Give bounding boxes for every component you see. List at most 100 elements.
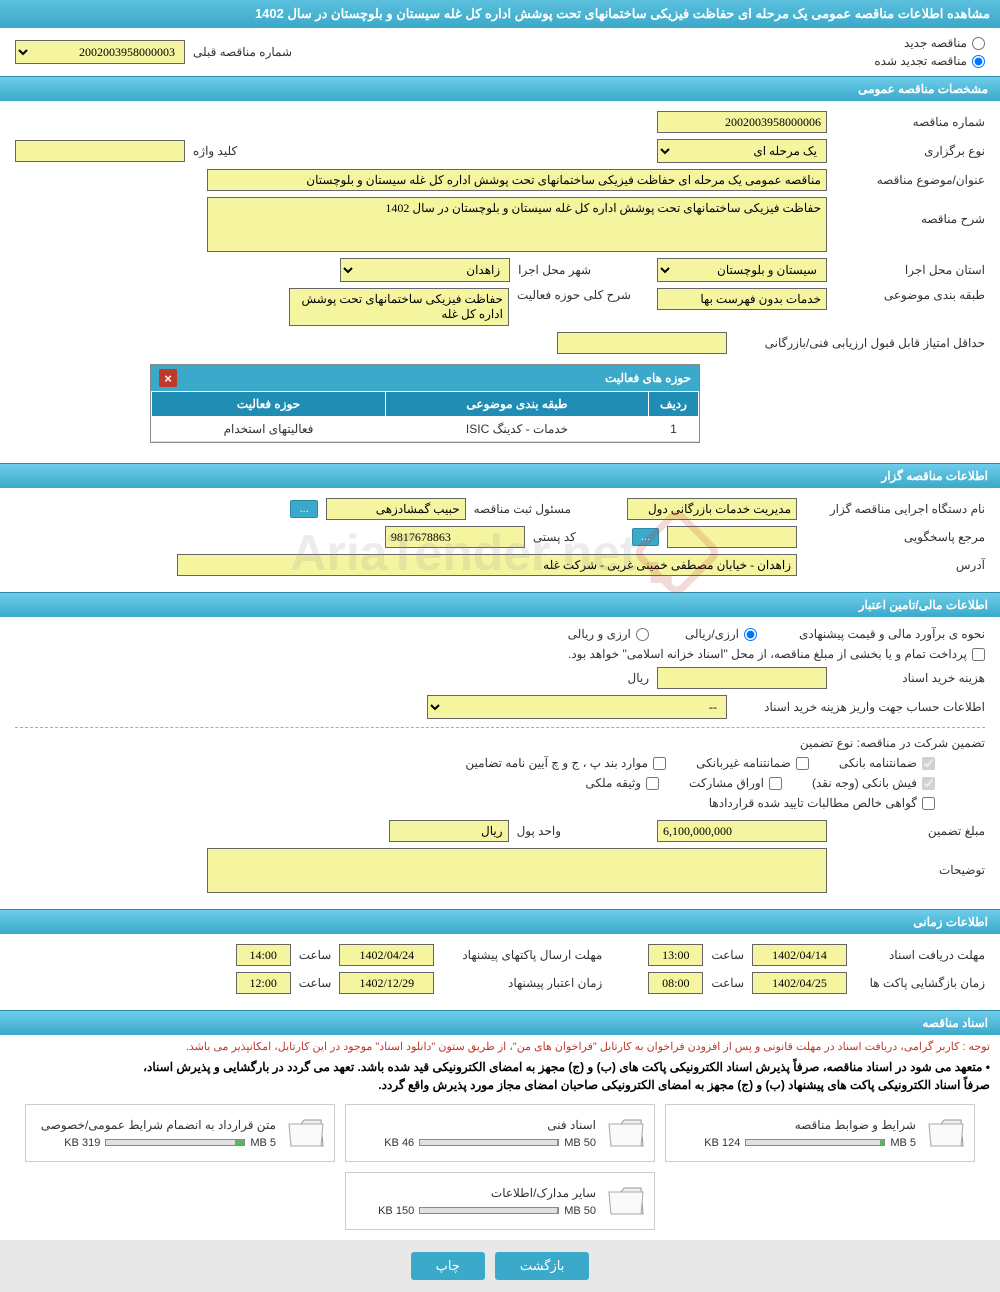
- radio-new[interactable]: مناقصه جدید: [874, 36, 985, 50]
- notice1: • متعهد می شود در اسناد مناقصه، صرفاً پذ…: [0, 1058, 1000, 1076]
- address-input[interactable]: [177, 554, 797, 576]
- print-button[interactable]: چاپ: [411, 1252, 485, 1280]
- validity-date[interactable]: [339, 972, 434, 994]
- check-cash[interactable]: فیش بانکی (وجه نقد): [812, 776, 935, 790]
- postal-label: کد پستی: [533, 530, 576, 544]
- radio-renewed[interactable]: مناقصه تجدید شده: [874, 54, 985, 68]
- notes-textarea[interactable]: [207, 848, 827, 893]
- doc-item[interactable]: سایر مدارک/اطلاعات 50 MB 150 KB: [345, 1172, 655, 1230]
- amount-input[interactable]: [657, 820, 827, 842]
- notice2: صرفاً اسناد الکترونیکی پاکت های پیشنهاد …: [0, 1076, 1000, 1094]
- doc-grid: شرایط و ضوابط مناقصه 5 MB 124 KB اسناد ف…: [0, 1094, 1000, 1240]
- doc-size: 46 KB: [384, 1137, 414, 1149]
- account-select[interactable]: --: [427, 695, 727, 719]
- notes-label: توضیحات: [835, 848, 985, 877]
- category-input[interactable]: [657, 288, 827, 310]
- city-label: شهر محل اجرا: [518, 263, 591, 277]
- treasury-check[interactable]: پرداخت تمام و یا بخشی از مبلغ مناقصه، از…: [568, 647, 985, 661]
- back-button[interactable]: بازگشت: [495, 1252, 589, 1280]
- doc-title: سایر مدارک/اطلاعات: [354, 1186, 596, 1200]
- folder-icon: [926, 1113, 966, 1153]
- radio-renewed-input[interactable]: [972, 55, 985, 68]
- amount-label: مبلغ تضمین: [835, 824, 985, 838]
- doc-item[interactable]: شرایط و ضوابط مناقصه 5 MB 124 KB: [665, 1104, 975, 1162]
- prev-tender-label: شماره مناقصه قبلی: [193, 45, 292, 59]
- doccost-input[interactable]: [657, 667, 827, 689]
- currency-radio2[interactable]: ارزی و ریالی: [568, 627, 649, 641]
- doc-progress: [105, 1139, 245, 1146]
- doc-title: شرایط و ضوابط مناقصه: [674, 1118, 916, 1132]
- open-date[interactable]: [752, 972, 847, 994]
- section-holder-header: اطلاعات مناقصه گزار: [0, 463, 1000, 488]
- activity-table: ردیف طبقه بندی موضوعی حوزه فعالیت 1 خدما…: [151, 391, 699, 442]
- radio-renewed-label: مناقصه تجدید شده: [874, 54, 967, 68]
- currency-radio1[interactable]: ارزی/ریالی: [685, 627, 757, 641]
- validity-time[interactable]: [236, 972, 291, 994]
- doc-item[interactable]: اسناد فنی 50 MB 46 KB: [345, 1104, 655, 1162]
- doc-progress: [745, 1139, 885, 1146]
- open-time[interactable]: [648, 972, 703, 994]
- title-label: عنوان/موضوع مناقصه: [835, 173, 985, 187]
- submit-date[interactable]: [339, 944, 434, 966]
- check-nonbank[interactable]: ضمانتنامه غیربانکی: [696, 756, 809, 770]
- tender-type-section: مناقصه جدید مناقصه تجدید شده شماره مناقص…: [0, 28, 1000, 76]
- guarantee-label: تضمین شرکت در مناقصه: نوع تضمین: [785, 736, 985, 750]
- receive-time[interactable]: [648, 944, 703, 966]
- reg-input[interactable]: [326, 498, 466, 520]
- responder-label: مرجع پاسخگویی: [805, 530, 985, 544]
- radio-new-label: مناقصه جدید: [904, 36, 967, 50]
- address-label: آدرس: [805, 558, 985, 572]
- minscore-input[interactable]: [557, 332, 727, 354]
- title-input[interactable]: [207, 169, 827, 191]
- doccost-label: هزینه خرید اسناد: [835, 671, 985, 685]
- doc-size: 319 KB: [64, 1137, 100, 1149]
- type-select[interactable]: یک مرحله ای: [657, 139, 827, 163]
- desc-textarea[interactable]: حفاظت فیزیکی ساختمانهای تحت پوشش اداره ک…: [207, 197, 827, 252]
- scope-textarea[interactable]: حفاظت فیزیکی ساختمانهای تحت پوشش اداره ک…: [289, 288, 509, 326]
- doc-max: 5 MB: [250, 1137, 276, 1149]
- responder-more-button[interactable]: ...: [632, 528, 659, 546]
- doc-max: 5 MB: [890, 1137, 916, 1149]
- footer-buttons: بازگشت چاپ: [0, 1240, 1000, 1292]
- reg-more-button[interactable]: ...: [290, 500, 317, 518]
- section-financial-body: نحوه ی برآورد مالی و قیمت پیشنهادی ارزی/…: [0, 617, 1000, 909]
- check-bonds[interactable]: اوراق مشارکت: [689, 776, 782, 790]
- unit-label: واحد پول: [517, 824, 561, 838]
- table-row: 1 خدمات - کدینگ ISIC فعالیتهای استخدام: [152, 417, 699, 442]
- activity-table-container: حوزه های فعالیت × ردیف طبقه بندی موضوعی …: [150, 364, 700, 443]
- rial-label: ریال: [627, 671, 649, 685]
- responder-input[interactable]: [667, 526, 797, 548]
- desc-label: شرح مناقصه: [835, 197, 985, 226]
- radio-new-input[interactable]: [972, 37, 985, 50]
- check-property[interactable]: وثیقه ملکی: [585, 776, 659, 790]
- check-regulation[interactable]: موارد بند پ ، ج و چ آیین نامه تضامین: [465, 756, 666, 770]
- province-select[interactable]: سیستان و بلوچستان: [657, 258, 827, 282]
- submit-time[interactable]: [236, 944, 291, 966]
- exec-input[interactable]: [627, 498, 797, 520]
- doc-size: 150 KB: [378, 1205, 414, 1217]
- keyword-input[interactable]: [15, 140, 185, 162]
- section-timing-header: اطلاعات زمانی: [0, 909, 1000, 934]
- category-label: طبقه بندی موضوعی: [835, 288, 985, 302]
- prev-tender-select[interactable]: 2002003958000003: [15, 40, 185, 64]
- postal-input[interactable]: [385, 526, 525, 548]
- unit-input[interactable]: [389, 820, 509, 842]
- check-contracts[interactable]: گواهی خالص مطالبات تایید شده قراردادها: [709, 796, 935, 810]
- receive-date[interactable]: [752, 944, 847, 966]
- number-input[interactable]: [657, 111, 827, 133]
- doc-title: متن قرارداد به انضمام شرایط عمومی/خصوصی: [34, 1118, 276, 1132]
- table-close-icon[interactable]: ×: [159, 369, 177, 387]
- city-select[interactable]: زاهدان: [340, 258, 510, 282]
- submit-label: مهلت ارسال پاکتهای پیشنهاد: [442, 948, 602, 962]
- col-category: طبقه بندی موضوعی: [386, 392, 649, 417]
- section-general-body: شماره مناقصه نوع برگزاری یک مرحله ای کلی…: [0, 101, 1000, 463]
- folder-icon: [606, 1113, 646, 1153]
- account-label: اطلاعات حساب جهت واریز هزینه خرید اسناد: [735, 700, 985, 714]
- doc-size: 124 KB: [704, 1137, 740, 1149]
- doc-item[interactable]: متن قرارداد به انضمام شرایط عمومی/خصوصی …: [25, 1104, 335, 1162]
- doc-progress: [419, 1139, 559, 1146]
- doc-progress: [419, 1207, 559, 1214]
- validity-label: زمان اعتبار پیشنهاد: [442, 976, 602, 990]
- check-bank[interactable]: ضمانتنامه بانکی: [839, 756, 935, 770]
- type-label: نوع برگزاری: [835, 144, 985, 158]
